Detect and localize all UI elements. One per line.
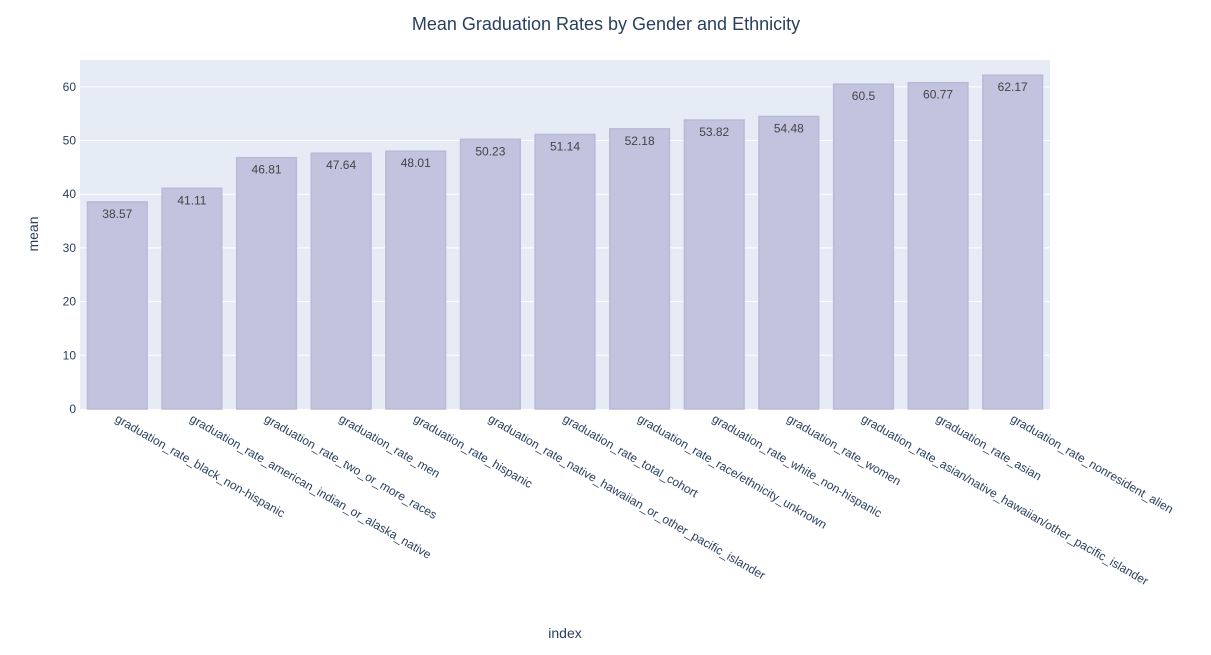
bar[interactable] — [235, 156, 298, 410]
data-label: 54.48 — [774, 121, 804, 135]
data-label: 46.81 — [252, 163, 282, 177]
bar[interactable] — [832, 83, 895, 410]
x-tick-label: graduation_rate_hispanic — [411, 411, 535, 491]
data-label: 60.5 — [852, 89, 876, 103]
y-tick-label: 60 — [63, 80, 77, 94]
data-label: 62.17 — [998, 80, 1028, 94]
bar[interactable] — [758, 115, 820, 410]
data-label: 51.14 — [550, 139, 580, 153]
bar[interactable] — [385, 150, 447, 410]
chart-title: Mean Graduation Rates by Gender and Ethn… — [412, 14, 800, 34]
bar[interactable] — [459, 138, 521, 410]
y-tick-label: 30 — [63, 241, 77, 255]
bar[interactable] — [310, 152, 372, 410]
data-label: 50.23 — [475, 144, 505, 158]
bar[interactable] — [86, 201, 148, 410]
y-tick-label: 40 — [63, 187, 77, 201]
data-label: 53.82 — [699, 125, 729, 139]
bar[interactable] — [907, 81, 969, 410]
y-tick-label: 10 — [63, 348, 77, 362]
x-axis-ticks: graduation_rate_black_non-hispanicgradua… — [113, 411, 1176, 588]
y-tick-label: 20 — [63, 295, 77, 309]
bars — [86, 74, 1044, 410]
x-tick-label: graduation_rate_native_hawaiian_or_other… — [486, 411, 768, 582]
x-axis-title: index — [548, 625, 581, 641]
data-label: 38.57 — [102, 207, 132, 221]
y-axis-ticks: 0 10 20 30 40 50 60 — [63, 80, 77, 416]
data-label: 60.77 — [923, 88, 953, 102]
bar[interactable] — [982, 74, 1044, 410]
bar[interactable] — [161, 187, 223, 410]
bar[interactable] — [609, 128, 671, 410]
bar[interactable] — [683, 119, 745, 410]
data-label: 48.01 — [401, 156, 431, 170]
data-label: 41.11 — [177, 193, 206, 207]
bar[interactable] — [534, 133, 596, 410]
data-label: 52.18 — [625, 134, 655, 148]
x-tick-label: graduation_rate_asian/native_hawaiian/ot… — [859, 411, 1151, 588]
data-labels: 38.57 41.11 46.81 47.64 48.01 50.23 51.14 52.18… — [102, 80, 1028, 221]
x-tick-label: graduation_rate_total_cohort — [561, 411, 701, 500]
y-axis-title: mean — [25, 216, 41, 251]
y-tick-label: 0 — [69, 402, 76, 416]
y-tick-label: 50 — [63, 134, 77, 148]
data-label: 47.64 — [326, 158, 356, 172]
